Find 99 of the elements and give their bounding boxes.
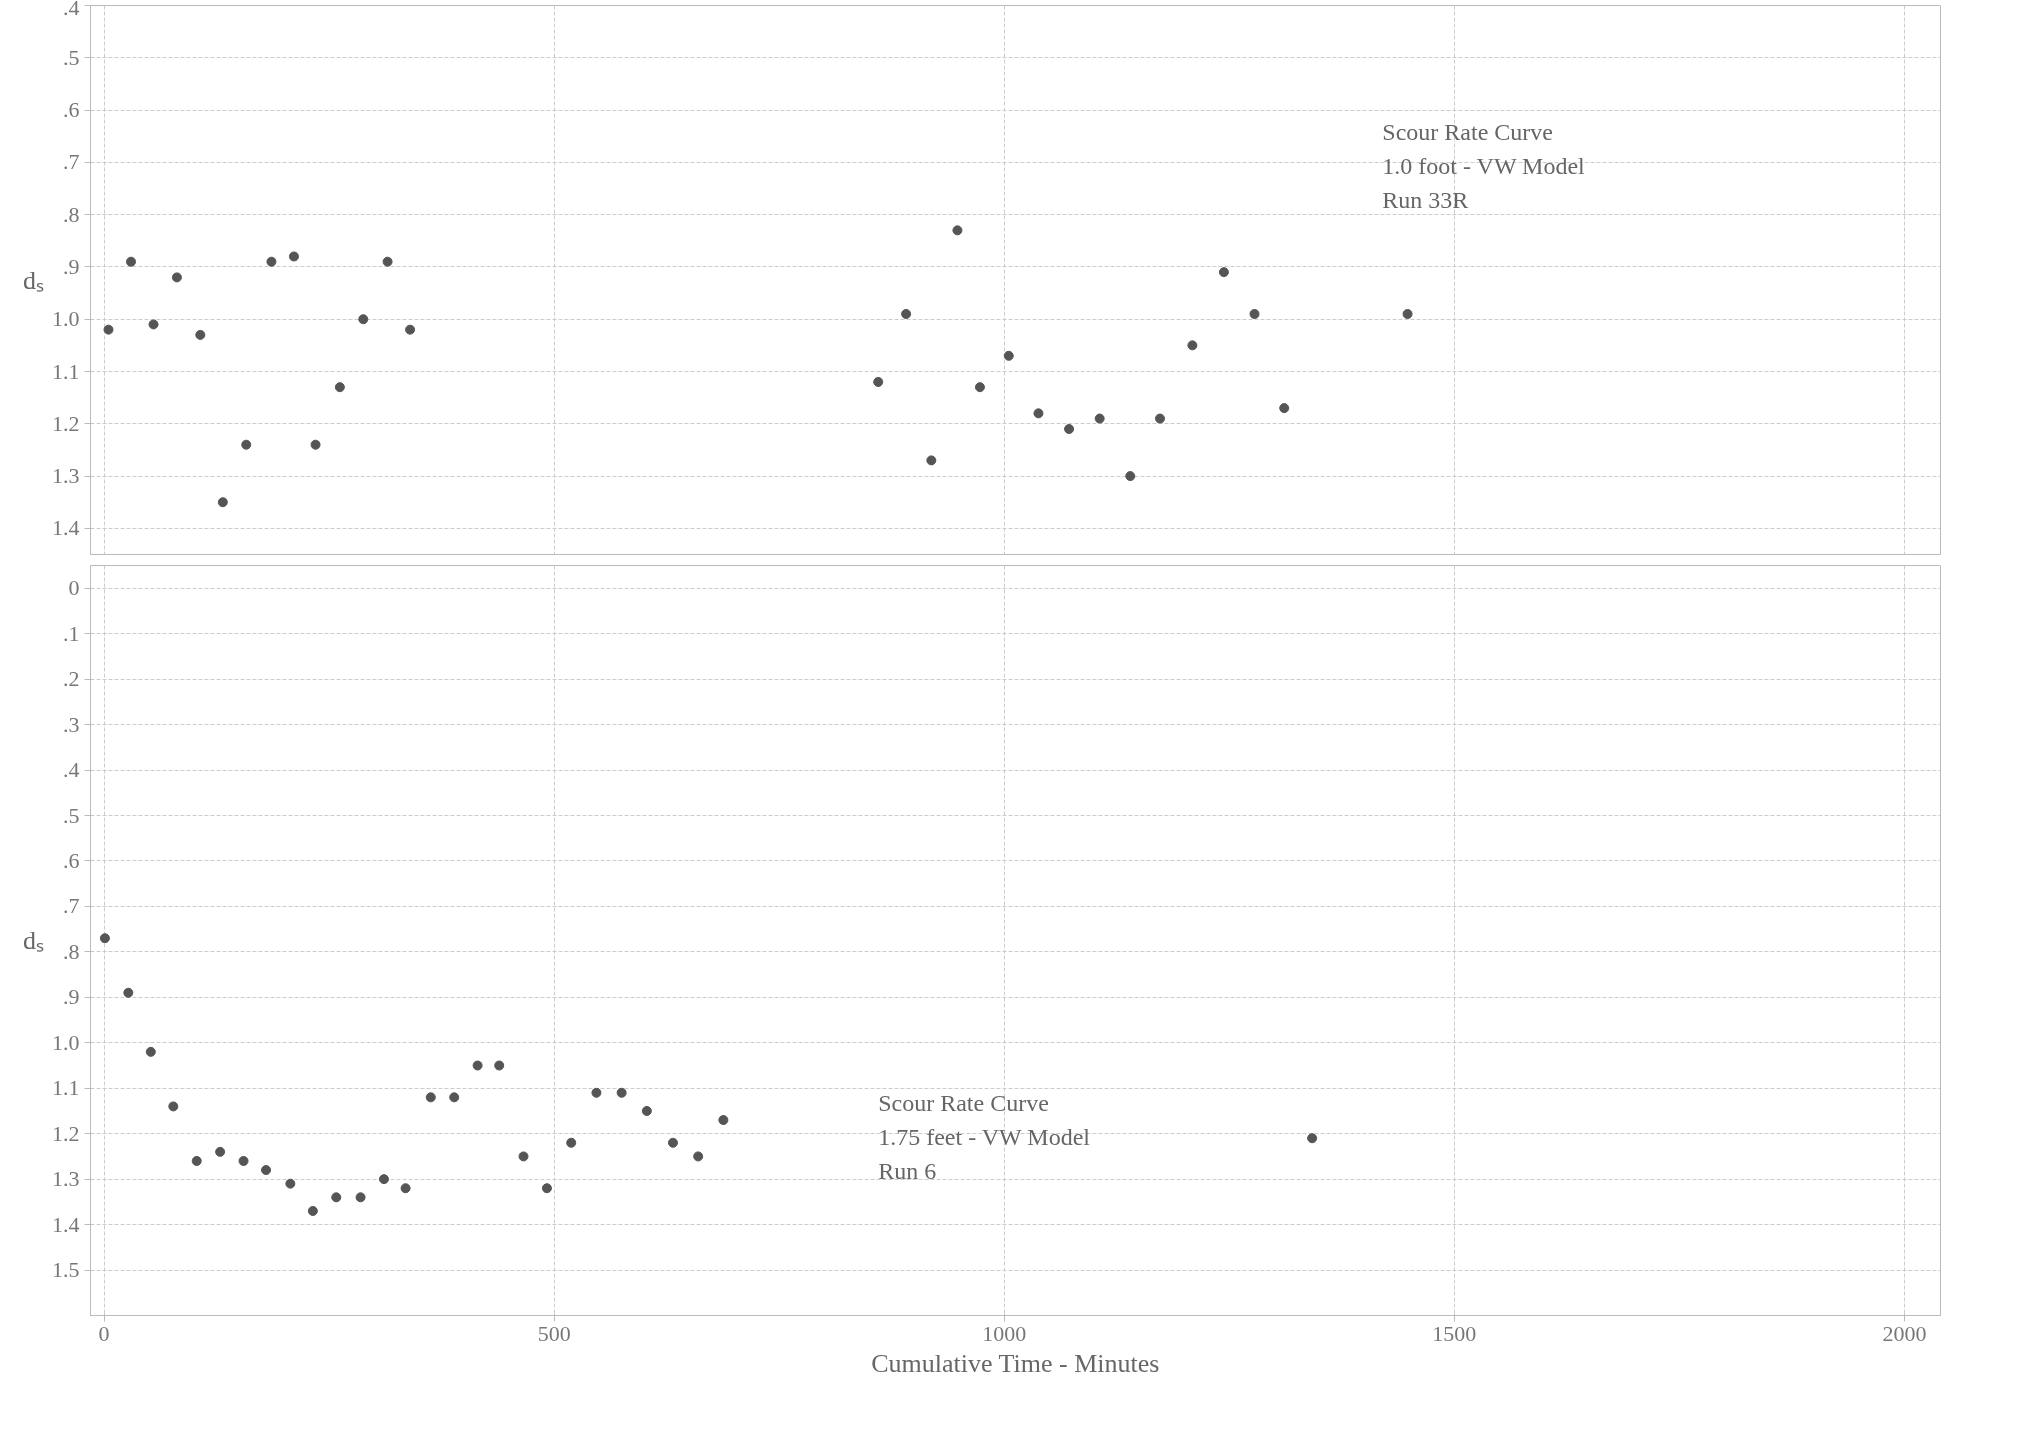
point [1279,403,1290,414]
point [591,1087,602,1098]
point [901,308,912,319]
annotation: 1.75 feet - VW Model [878,1123,1091,1150]
annotation: 1.0 foot - VW Model [1382,152,1586,179]
point [1094,413,1105,424]
point [1187,340,1198,351]
point [952,225,963,236]
point [616,1087,627,1098]
y-tick-label: 1.1 [52,1075,80,1101]
y-tick-label: .5 [63,44,80,70]
point [449,1092,460,1103]
y-tick-label: .8 [63,938,80,964]
point [171,272,182,283]
y-tick-label: .9 [63,984,80,1010]
point [378,1174,389,1185]
point [307,1205,318,1216]
point [974,382,985,393]
y-tick-label: 1.0 [52,1029,80,1055]
y-tick-label: 1.5 [52,1257,80,1283]
point [873,376,884,387]
y-tick-label: 1.4 [52,515,80,541]
point [145,1046,156,1057]
point [1064,424,1075,435]
y-tick-label: .6 [63,97,80,123]
point [518,1151,529,1162]
point [99,933,110,944]
point [718,1115,729,1126]
point [123,987,134,998]
y-tick-label: .9 [63,253,80,279]
y-tick-label: .6 [63,847,80,873]
y-tick-label: .8 [63,201,80,227]
point [1218,267,1229,278]
point [238,1155,249,1166]
y-tick-label: .4 [63,757,80,783]
point [1402,308,1413,319]
point [1249,308,1260,319]
y-tick-label: 1.4 [52,1211,80,1237]
y-tick-label: .4 [63,0,80,20]
point [355,1192,366,1203]
point [191,1155,202,1166]
point [288,251,299,262]
point [331,1192,342,1203]
point [425,1092,436,1103]
point [1125,471,1136,482]
y-tick-label: 1.3 [52,463,80,489]
x-tick-label: 1500 [1432,1320,1477,1346]
point [641,1105,652,1116]
x-axis-title: Cumulative Time - Minutes [871,1348,1160,1378]
y-tick-label: 1.3 [52,1166,80,1192]
y-tick-label: 1.1 [52,358,80,384]
point [103,324,114,335]
annotation: Run 33R [1382,186,1469,213]
y-tick-label: 1.2 [52,1120,80,1146]
point [358,314,369,325]
point [494,1060,505,1071]
point [148,319,159,330]
point [334,382,345,393]
point [168,1101,179,1112]
point [472,1060,483,1071]
annotation: Scour Rate Curve [878,1089,1049,1116]
point [215,1146,226,1157]
x-tick-label: 0 [98,1320,110,1346]
point [241,439,252,450]
point [217,497,228,508]
point [667,1137,678,1148]
y-tick-label: .5 [63,802,80,828]
point [405,324,416,335]
point [261,1165,272,1176]
y-tick-label: .1 [63,620,80,646]
point [400,1183,411,1194]
point [126,256,137,267]
point [693,1151,704,1162]
x-tick-label: 1000 [982,1320,1027,1346]
y-tick-label: .7 [63,893,80,919]
y-tick-label: .2 [63,666,80,692]
x-tick-label: 2000 [1882,1320,1927,1346]
annotation: Scour Rate Curve [1382,118,1553,145]
point [541,1183,552,1194]
annotation: Run 6 [878,1157,937,1184]
point [926,455,937,466]
point [266,256,277,267]
point [1003,350,1014,361]
x-tick-label: 500 [537,1320,571,1346]
point [195,329,206,340]
y-tick-label: .3 [63,711,80,737]
y-axis-title: dₛ [23,926,44,955]
y-axis-title: dₛ [23,265,44,295]
point [1154,413,1165,424]
y-tick-label: 0 [68,575,80,601]
y-tick-label: 1.0 [52,306,80,332]
point [285,1178,296,1189]
point [566,1137,577,1148]
point [1033,408,1044,419]
y-tick-label: 1.2 [52,410,80,436]
point [382,256,393,267]
point [1307,1133,1318,1144]
y-tick-label: .7 [63,149,80,175]
point [310,439,321,450]
